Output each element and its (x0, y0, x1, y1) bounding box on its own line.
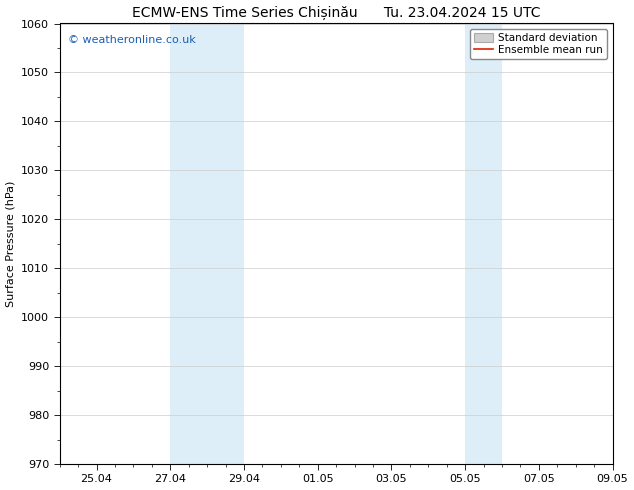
Title: ECMW-ENS Time Series Chișinău      Tu. 23.04.2024 15 UTC: ECMW-ENS Time Series Chișinău Tu. 23.04.… (132, 5, 540, 20)
Bar (465, 24, 502, 464)
Bar (171, 24, 244, 464)
Legend: Standard deviation, Ensemble mean run: Standard deviation, Ensemble mean run (470, 29, 607, 59)
Text: © weatheronline.co.uk: © weatheronline.co.uk (68, 34, 196, 45)
Y-axis label: Surface Pressure (hPa): Surface Pressure (hPa) (6, 181, 16, 307)
